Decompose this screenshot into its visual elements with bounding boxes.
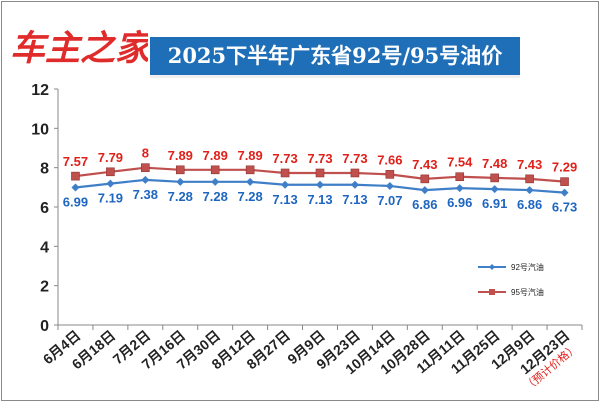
data-label: 7.13 — [272, 192, 297, 207]
legend-marker — [489, 264, 495, 270]
data-point — [141, 163, 150, 172]
data-label: 7.29 — [552, 160, 577, 175]
legend-label: 95号汽油 — [511, 287, 544, 297]
data-label: 7.54 — [447, 155, 473, 170]
data-point — [106, 179, 115, 188]
series-92: 6.99 7.19 7.38 7.28 7.28 7.28 7.13 7.13 7.13 7.07… — [63, 175, 577, 215]
legend: 92号汽油 95号汽油 — [478, 262, 544, 297]
legend-label: 92号汽油 — [511, 262, 544, 272]
y-tick-label: 6 — [40, 200, 49, 217]
data-point — [175, 165, 185, 175]
data-label: 7.89 — [168, 148, 193, 163]
data-label: 7.13 — [342, 192, 367, 207]
data-point — [385, 181, 394, 190]
data-label: 7.13 — [307, 192, 332, 207]
y-tick-label: 4 — [40, 239, 49, 256]
data-label: 6.86 — [517, 197, 542, 212]
data-label: 6.73 — [552, 200, 577, 215]
data-label: 7.57 — [63, 154, 88, 169]
data-label: 7.43 — [412, 157, 437, 172]
data-label: 7.28 — [203, 189, 228, 204]
data-point — [455, 184, 464, 193]
data-label: 7.48 — [482, 156, 507, 171]
data-point — [420, 186, 429, 195]
data-label: 7.73 — [342, 151, 367, 166]
data-point — [246, 177, 255, 186]
data-point — [560, 177, 569, 186]
data-point — [106, 167, 115, 177]
data-label: 7.73 — [272, 151, 297, 166]
data-point — [71, 171, 80, 181]
brand-logo-text: 车主之家 — [10, 29, 148, 69]
y-tick-label: 10 — [31, 121, 49, 138]
data-label: 6.96 — [447, 195, 472, 210]
y-tick-label: 0 — [40, 318, 49, 335]
data-point — [315, 168, 325, 178]
data-label: 7.28 — [168, 189, 193, 204]
data-label: 7.07 — [377, 193, 402, 208]
data-point — [316, 180, 324, 189]
data-label: 7.28 — [237, 189, 262, 204]
chart-title: 2025下半年广东省92号/95号油价 — [150, 37, 520, 78]
data-label: 6.91 — [482, 196, 507, 211]
data-label: 8 — [142, 146, 149, 161]
data-point — [525, 186, 534, 195]
data-label: 6.99 — [63, 195, 88, 210]
data-point — [210, 165, 220, 175]
data-point — [490, 185, 499, 194]
data-point — [176, 177, 185, 186]
data-point — [71, 183, 80, 192]
data-point — [490, 173, 499, 183]
data-point — [385, 170, 395, 179]
data-point — [455, 172, 465, 182]
data-point — [141, 175, 150, 184]
brand-logo: 车主之家 — [10, 29, 148, 69]
data-label: 7.73 — [307, 151, 332, 166]
data-point — [350, 180, 359, 189]
data-point — [245, 165, 255, 175]
data-label: 7.79 — [98, 150, 123, 165]
y-tick-label: 2 — [40, 279, 49, 296]
data-label: 7.19 — [98, 191, 123, 206]
data-label: 7.38 — [133, 187, 158, 202]
data-point — [281, 180, 290, 189]
data-label: 6.86 — [412, 197, 437, 212]
data-point — [560, 188, 569, 197]
data-point — [280, 168, 290, 178]
data-label: 7.89 — [237, 148, 262, 163]
data-label: 7.66 — [377, 152, 402, 167]
data-point — [525, 174, 534, 184]
y-tick-label: 12 — [31, 82, 49, 99]
data-point — [350, 168, 360, 178]
data-point — [420, 174, 430, 184]
series-95: 7.57 7.79 8 7.89 7.89 7.89 7.73 7.73 7.73 7.66 7.4… — [63, 146, 577, 186]
legend-marker — [489, 289, 495, 295]
y-tick-label: 8 — [40, 161, 49, 178]
data-label: 7.43 — [517, 157, 542, 172]
data-label: 7.89 — [203, 148, 228, 163]
data-point — [211, 177, 220, 186]
